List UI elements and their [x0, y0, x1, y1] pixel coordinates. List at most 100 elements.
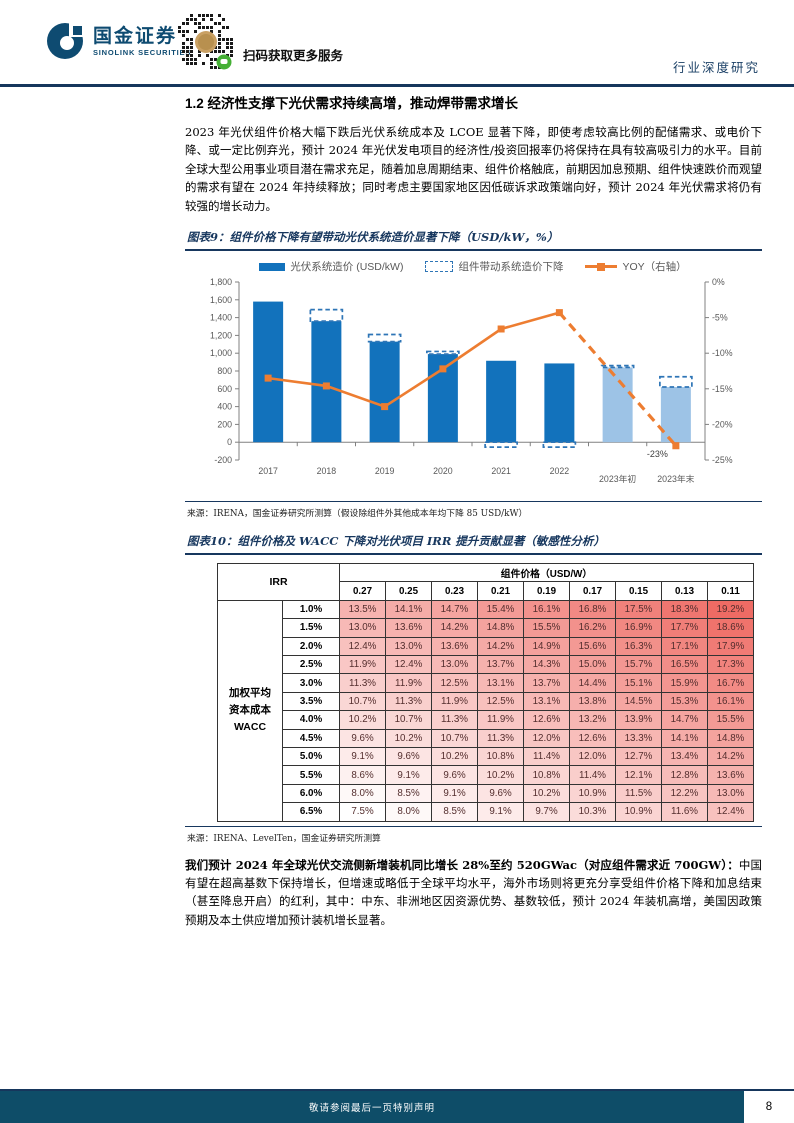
svg-text:1,800: 1,800: [210, 277, 232, 287]
svg-text:-25%: -25%: [712, 455, 733, 465]
wacc-header-cell: 6.0%: [282, 783, 340, 804]
irr-value-cell: 12.1%: [615, 765, 662, 785]
irr-value-cell: 15.7%: [615, 654, 662, 675]
irr-value-cell: 10.2%: [339, 710, 386, 730]
irr-value-cell: 14.4%: [569, 673, 616, 693]
svg-text:-200: -200: [214, 455, 232, 465]
irr-value-cell: 15.5%: [523, 618, 570, 638]
irr-value-cell: 14.7%: [431, 599, 478, 620]
wacc-header-cell: 6.5%: [282, 802, 340, 822]
svg-text:2018: 2018: [317, 466, 337, 476]
irr-value-cell: 11.9%: [385, 673, 432, 693]
irr-value-cell: 14.1%: [385, 599, 432, 620]
irr-value-cell: 9.6%: [477, 783, 524, 804]
wacc-header-cell: 3.5%: [282, 691, 340, 712]
irr-value-cell: 9.1%: [477, 802, 524, 822]
irr-value-cell: 12.0%: [523, 728, 570, 748]
irr-corner-cell: IRR: [217, 563, 340, 601]
sinolink-logo-icon: [47, 22, 85, 59]
paragraph-1: 2023 年光伏组件价格大幅下跌后光伏系统成本及 LCOE 显著下降，即使考虑较…: [185, 125, 762, 213]
svg-text:1,200: 1,200: [210, 330, 232, 340]
svg-text:-10%: -10%: [712, 348, 733, 358]
svg-text:-20%: -20%: [712, 419, 733, 429]
legend-swatch: [585, 262, 618, 271]
irr-value-cell: 11.3%: [477, 728, 524, 748]
wacc-header-cell: 5.0%: [282, 746, 340, 767]
irr-value-cell: 14.8%: [707, 728, 754, 748]
irr-value-cell: 13.2%: [569, 710, 616, 730]
irr-value-cell: 11.5%: [615, 783, 662, 804]
irr-value-cell: 9.6%: [385, 746, 432, 767]
irr-value-cell: 10.7%: [385, 710, 432, 730]
wacc-header-cell: 2.0%: [282, 636, 340, 656]
irr-value-cell: 14.9%: [523, 636, 570, 656]
figure9-title: 图表9：组件价格下降有望带动光伏系统造价显著下降（USD/kW，%）: [185, 227, 762, 252]
irr-value-cell: 13.1%: [523, 691, 570, 712]
svg-text:2017: 2017: [258, 466, 278, 476]
price-header-cell: 0.15: [615, 581, 662, 601]
irr-value-cell: 13.8%: [569, 691, 616, 712]
table-row: 6.5% 7.5% 8.0% 8.5% 9.1% 9.7% 10.3% 10.9% 11.6% 1…: [218, 802, 754, 822]
qr-caption: 扫码获取更多服务: [243, 49, 344, 63]
table-row: 4.5% 9.6% 10.2% 10.7% 11.3% 12.0% 12.6% 13.3% 14…: [218, 728, 754, 748]
irr-value-cell: 8.6%: [339, 765, 386, 785]
paragraph-2-rest: 中国有望在超高基数下保持增长，但增速或略低于全球平均水平，海外市场则将更充分享受…: [185, 857, 763, 927]
report-type-label: 行业深度研究: [672, 60, 760, 75]
svg-text:2023年末: 2023年末: [657, 473, 694, 484]
irr-value-cell: 15.6%: [569, 636, 616, 656]
svg-text:600: 600: [217, 384, 232, 394]
table-row: 5.5% 8.6% 9.1% 9.6% 10.2% 10.8% 11.4% 12.1% 12.8…: [218, 765, 754, 785]
irr-value-cell: 13.6%: [707, 765, 754, 785]
wacc-group-label: 加权平均 资本成本 WACC: [217, 599, 283, 822]
irr-value-cell: 11.4%: [569, 765, 616, 785]
wacc-header-cell: 3.0%: [282, 673, 340, 693]
irr-value-cell: 9.1%: [339, 746, 386, 767]
irr-value-cell: 17.7%: [661, 618, 708, 638]
irr-value-cell: 11.9%: [477, 710, 524, 730]
irr-value-cell: 13.7%: [523, 673, 570, 693]
figure9-source: 来源：IRENA，国金证券研究所测算（假设除组件外其他成本年均下降 85 USD…: [185, 501, 762, 519]
table-header-row: IRR 组件价格（USD/W）: [217, 563, 754, 601]
legend-swatch: [425, 261, 454, 273]
price-header-cell: 0.19: [523, 581, 570, 601]
svg-text:400: 400: [217, 402, 232, 412]
irr-value-cell: 13.0%: [707, 783, 754, 804]
irr-value-cell: 12.4%: [339, 636, 386, 656]
wacc-header-cell: 4.5%: [282, 728, 340, 748]
irr-value-cell: 16.5%: [661, 654, 708, 675]
price-header-cell: 0.25: [385, 581, 432, 601]
svg-text:-5%: -5%: [712, 313, 728, 323]
irr-value-cell: 15.1%: [615, 673, 662, 693]
figure9-legend: 光伏系统造价 (USD/kW) 组件带动系统造价下降 YOY（右轴）: [197, 259, 749, 274]
irr-value-cell: 14.7%: [661, 710, 708, 730]
table-row: 6.0% 8.0% 8.5% 9.1% 9.6% 10.2% 10.9% 11.5% 12.2%…: [218, 783, 754, 804]
figure9-chart-block: 光伏系统造价 (USD/kW) 组件带动系统造价下降 YOY（右轴） -200 0 20…: [197, 259, 749, 501]
svg-text:0%: 0%: [712, 277, 725, 287]
irr-value-cell: 14.2%: [431, 618, 478, 638]
irr-value-cell: 10.2%: [477, 765, 524, 785]
irr-value-cell: 9.7%: [523, 802, 570, 822]
brand-name-cn: 国金证券: [93, 25, 178, 47]
irr-value-cell: 7.5%: [339, 802, 386, 822]
table-row: 2.5% 11.9% 12.4% 13.0% 13.7% 14.3% 15.0% 15.7% 1…: [218, 654, 754, 675]
wacc-header-cell: 4.0%: [282, 710, 340, 730]
wacc-header-cell: 5.5%: [282, 765, 340, 785]
wacc-header-cell: 1.0%: [282, 599, 340, 620]
irr-value-cell: 13.0%: [431, 654, 478, 675]
figure10-source: 来源：IRENA、LevelTen，国金证券研究所测算: [185, 825, 762, 844]
figure10-title: 图表10：组件价格及 WACC 下降对光伏项目 IRR 提升贡献显著（敏感性分析…: [185, 531, 762, 556]
table-row: 5.0% 9.1% 9.6% 10.2% 10.8% 11.4% 12.0% 12.7% 13.…: [218, 746, 754, 767]
irr-value-cell: 15.5%: [707, 710, 754, 730]
irr-value-cell: 11.3%: [385, 691, 432, 712]
irr-value-cell: 10.2%: [523, 783, 570, 804]
table-row: 3.0% 11.3% 11.9% 12.5% 13.1% 13.7% 14.4% 15.1% 1…: [218, 673, 754, 693]
irr-value-cell: 16.7%: [707, 673, 754, 693]
legend-item: 光伏系统造价 (USD/kW): [259, 259, 403, 274]
section-heading: 1.2 经济性支撑下光伏需求持续高增，推动焊带需求增长: [185, 96, 519, 111]
irr-value-cell: 10.7%: [431, 728, 478, 748]
svg-text:2022: 2022: [550, 466, 570, 476]
irr-value-cell: 10.8%: [523, 765, 570, 785]
irr-value-cell: 17.9%: [707, 636, 754, 656]
irr-value-cell: 11.4%: [523, 746, 570, 767]
